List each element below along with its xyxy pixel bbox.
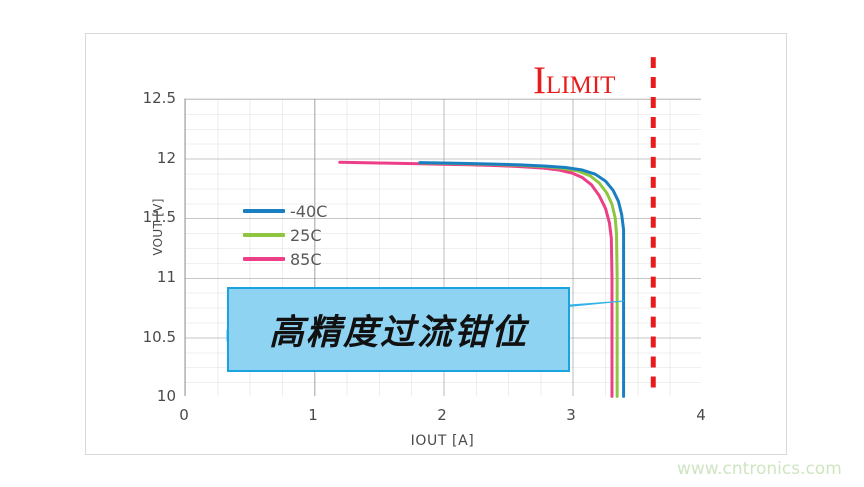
ilimit-annotation: ILIMIT bbox=[533, 61, 615, 100]
legend-item-minus40c: -40C bbox=[243, 199, 327, 223]
series-canvas bbox=[338, 57, 656, 398]
y-tick-11: 11 bbox=[156, 268, 176, 286]
legend-swatch-25c bbox=[243, 233, 285, 237]
y-axis-title: VOUT [V] bbox=[151, 198, 165, 256]
legend-swatch-minus40c bbox=[243, 209, 285, 213]
legend-item-85c: 85C bbox=[243, 247, 327, 271]
callout-text: 高精度过流钳位 bbox=[268, 313, 528, 353]
ilimit-subscript: LIMIT bbox=[546, 72, 616, 99]
legend-label-85c: 85C bbox=[290, 249, 322, 269]
x-tick-3: 3 bbox=[566, 406, 576, 424]
x-tick-2: 2 bbox=[437, 406, 447, 424]
legend-item-25c: 25C bbox=[243, 223, 327, 247]
legend-swatch-85c bbox=[243, 257, 285, 261]
x-tick-4: 4 bbox=[696, 406, 706, 424]
legend-label-25c: 25C bbox=[290, 225, 322, 245]
ilimit-symbol: I bbox=[533, 59, 546, 102]
chart-legend: -40C 25C 85C bbox=[243, 199, 327, 271]
x-tick-0: 0 bbox=[179, 406, 189, 424]
y-tick-12: 12 bbox=[156, 149, 176, 167]
series-line-40c bbox=[418, 161, 626, 398]
legend-label-minus40c: -40C bbox=[290, 201, 328, 221]
chart-card: 12.5 12 11.5 11 10.5 10 0 1 2 3 4 VOUT [… bbox=[85, 33, 787, 455]
y-tick-11-5: 11.5 bbox=[142, 208, 176, 226]
callout-box: 高精度过流钳位 bbox=[227, 287, 570, 372]
y-tick-12-5: 12.5 bbox=[142, 89, 176, 107]
x-axis-title: IOUT [A] bbox=[410, 433, 475, 449]
site-watermark: www.cntronics.com bbox=[677, 459, 842, 479]
y-tick-10: 10 bbox=[156, 387, 176, 405]
y-tick-10-5: 10.5 bbox=[142, 328, 176, 346]
x-tick-1: 1 bbox=[308, 406, 318, 424]
